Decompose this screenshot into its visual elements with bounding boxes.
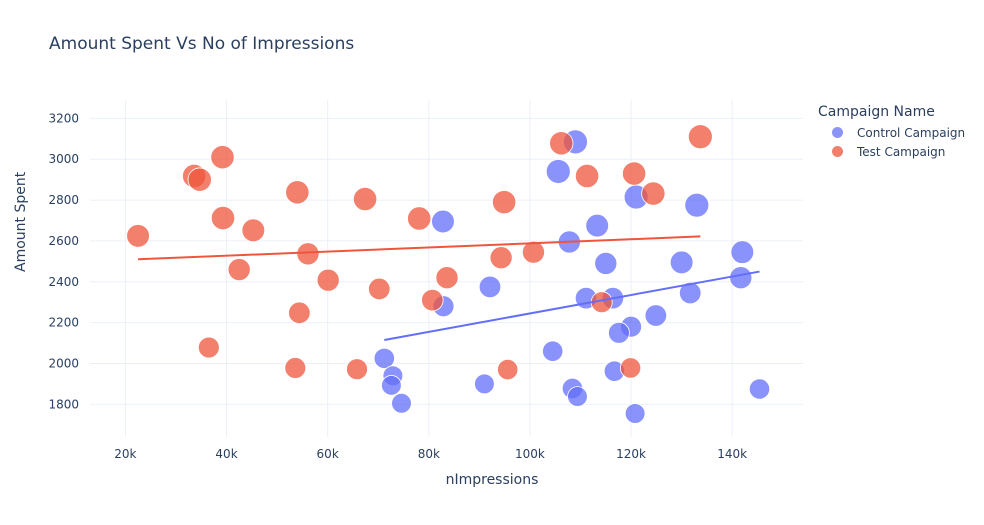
data-point-control[interactable] (478, 275, 502, 299)
y-tick-label: 2000 (48, 356, 79, 370)
data-point-control[interactable] (567, 386, 588, 407)
chart-title: Amount Spent Vs No of Impressions (49, 34, 355, 54)
data-point-test[interactable] (497, 358, 519, 381)
data-point-test[interactable] (641, 181, 666, 206)
data-point-test[interactable] (421, 288, 444, 312)
data-point-test[interactable] (187, 167, 212, 192)
y-tick-label: 3000 (48, 152, 79, 166)
data-point-test[interactable] (210, 205, 236, 231)
x-tick-label: 120k (616, 447, 646, 461)
legend-swatch-control (832, 127, 843, 138)
data-point-control[interactable] (729, 266, 753, 290)
data-point-control[interactable] (679, 281, 702, 305)
data-point-control[interactable] (545, 159, 571, 184)
data-point-control[interactable] (669, 250, 694, 275)
data-point-control[interactable] (684, 192, 710, 218)
tick-labels: 20k 40k 60k 80k 100k 120k 140k 1800 2000 2200 2400… (48, 111, 747, 461)
legend-swatch-test (832, 146, 843, 157)
data-point-test[interactable] (126, 224, 150, 248)
legend: Campaign Name Control Campaign Test Camp… (818, 104, 965, 161)
x-tick-label: 20k (114, 447, 136, 461)
data-point-control[interactable] (373, 347, 395, 369)
data-point-test[interactable] (549, 131, 574, 156)
data-point-test[interactable] (296, 242, 320, 266)
data-point-test[interactable] (521, 240, 545, 264)
data-point-test[interactable] (492, 190, 517, 215)
data-point-test[interactable] (368, 277, 391, 301)
legend-label-control: Control Campaign (857, 125, 966, 140)
data-point-test[interactable] (346, 358, 368, 381)
trendlines (137, 235, 760, 341)
trendline-test (137, 235, 701, 261)
y-axis-title: Amount Spent (13, 171, 29, 272)
data-point-control[interactable] (381, 375, 402, 396)
data-point-test[interactable] (352, 186, 378, 212)
data-point-control[interactable] (431, 209, 455, 234)
x-tick-label: 40k (215, 447, 237, 461)
y-tick-label: 3200 (48, 111, 79, 125)
data-point-control[interactable] (608, 321, 630, 344)
y-tick-label: 2200 (48, 316, 79, 330)
data-point-test[interactable] (288, 301, 311, 325)
data-point-test[interactable] (285, 180, 310, 205)
y-tick-label: 2400 (48, 275, 79, 289)
data-point-test[interactable] (622, 161, 647, 186)
x-axis-title: nImpressions (445, 472, 539, 488)
y-tick-label: 1800 (48, 397, 79, 411)
data-point-control[interactable] (474, 373, 495, 395)
x-tick-label: 140k (717, 447, 747, 461)
data-point-control[interactable] (585, 213, 609, 238)
data-point-control[interactable] (644, 304, 668, 327)
data-point-test[interactable] (489, 246, 513, 270)
data-point-test[interactable] (687, 124, 713, 150)
data-point-control[interactable] (594, 251, 618, 275)
y-tick-label: 2800 (48, 193, 79, 207)
data-point-control[interactable] (391, 392, 412, 414)
data-point-test[interactable] (316, 268, 340, 292)
data-point-test[interactable] (619, 357, 642, 379)
data-point-control[interactable] (730, 240, 755, 264)
data-point-test[interactable] (574, 163, 600, 189)
data-point-control[interactable] (748, 378, 771, 400)
x-tick-label: 100k (515, 447, 545, 461)
y-tick-label: 2600 (48, 234, 79, 248)
x-tick-label: 60k (317, 447, 339, 461)
data-point-test[interactable] (435, 266, 459, 290)
legend-item-control[interactable]: Control Campaign (832, 123, 965, 142)
data-point-test[interactable] (407, 206, 432, 231)
legend-item-test[interactable]: Test Campaign (832, 142, 965, 161)
x-tick-label: 80k (418, 447, 440, 461)
data-point-test[interactable] (241, 218, 266, 243)
data-point-test[interactable] (227, 258, 251, 282)
grid-lines (90, 100, 803, 437)
data-point-control[interactable] (542, 340, 564, 362)
legend-title: Campaign Name (818, 104, 935, 120)
data-points[interactable] (126, 124, 771, 424)
data-point-test[interactable] (197, 336, 220, 359)
data-point-control[interactable] (624, 403, 646, 424)
legend-label-test: Test Campaign (857, 144, 946, 159)
data-point-test[interactable] (210, 145, 235, 170)
trendline-control (384, 270, 760, 341)
data-point-test[interactable] (284, 357, 307, 379)
